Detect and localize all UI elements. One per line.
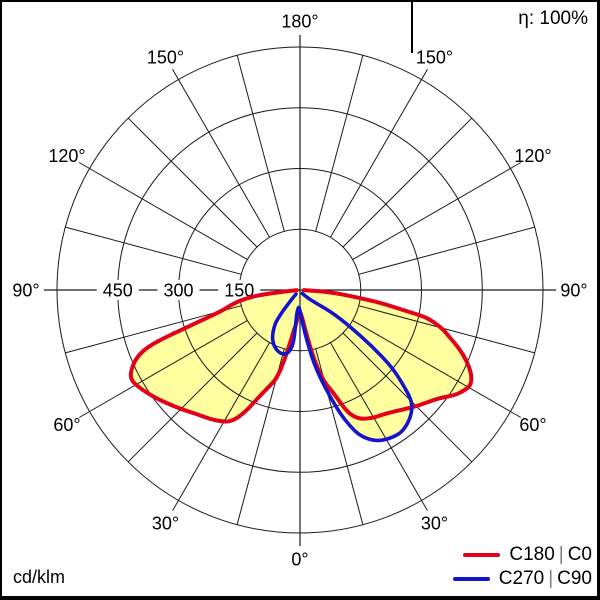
curve-stroke-layer: [128, 288, 474, 443]
grid-spoke: [65, 226, 242, 275]
ring-label-backing: [96, 280, 139, 300]
legend-label: C180 | C0: [509, 544, 592, 565]
angle-label-120deg: 120°: [514, 146, 551, 166]
legend-entry-c270-c90: C270 | C90: [452, 568, 592, 590]
grid-spoke: [342, 332, 473, 463]
ring-label-450: 450: [103, 280, 133, 300]
angle-label-150deg: 150°: [147, 47, 184, 67]
grid-tick: [421, 68, 428, 80]
grid-spoke: [352, 319, 511, 412]
corner-separator-line: [411, 2, 413, 53]
legend-separator: |: [548, 568, 554, 589]
angle-label-150deg: 150°: [416, 47, 453, 67]
grid-spoke: [358, 305, 535, 354]
grid-tick: [510, 411, 522, 418]
grid-spoke: [89, 319, 248, 412]
grid-tick: [172, 68, 179, 80]
legend: C180 | C0 C270 | C90: [452, 544, 592, 590]
grid-spoke: [236, 55, 285, 232]
grid-spoke: [352, 168, 511, 261]
angle-label-120deg: 120°: [48, 146, 85, 166]
legend-separator: |: [558, 544, 564, 565]
grid-spoke: [329, 79, 422, 238]
unit-label: cd/klm: [13, 567, 66, 587]
grid-spoke: [178, 79, 271, 238]
legend-line-red-icon: [463, 553, 501, 557]
grid-tick: [78, 162, 90, 169]
grid-spoke: [342, 117, 473, 248]
grid-tick: [510, 162, 522, 169]
grid-tick: [78, 411, 90, 418]
grid-spoke: [315, 55, 364, 232]
grid-spoke: [127, 117, 258, 248]
angle-label-90deg: 90°: [560, 280, 587, 300]
grid-labels: 150 300 450 180° 150° 150° 120° 120° 90° 90° 60° 60…: [12, 11, 587, 569]
legend-line-blue-icon: [452, 577, 490, 581]
intensity-curve-c270-c90: [270, 291, 414, 443]
angle-label-30deg: 30°: [421, 513, 448, 533]
legend-entry-c180-c0: C180 | C0: [463, 544, 592, 566]
angle-label-90deg: 90°: [12, 280, 39, 300]
angle-label-30deg: 30°: [152, 513, 179, 533]
grid-spoke: [89, 168, 248, 261]
ring-label-backing: [218, 280, 261, 300]
grid-tick: [421, 500, 428, 512]
legend-label: C270 | C90: [498, 568, 592, 589]
angle-label-60deg: 60°: [53, 415, 80, 435]
grid-spoke: [127, 332, 258, 463]
angle-label-60deg: 60°: [519, 415, 546, 435]
grid-tick: [172, 500, 179, 512]
angle-label-180deg: 180°: [281, 11, 318, 31]
ring-label-backing: [157, 280, 200, 300]
grid-spoke: [329, 342, 422, 501]
angle-label-0deg: 0°: [291, 549, 308, 569]
grid-spoke: [358, 226, 535, 275]
ring-label-300: 300: [163, 280, 193, 300]
ring-label-150: 150: [224, 280, 254, 300]
efficiency-label: η: 100%: [518, 8, 588, 29]
